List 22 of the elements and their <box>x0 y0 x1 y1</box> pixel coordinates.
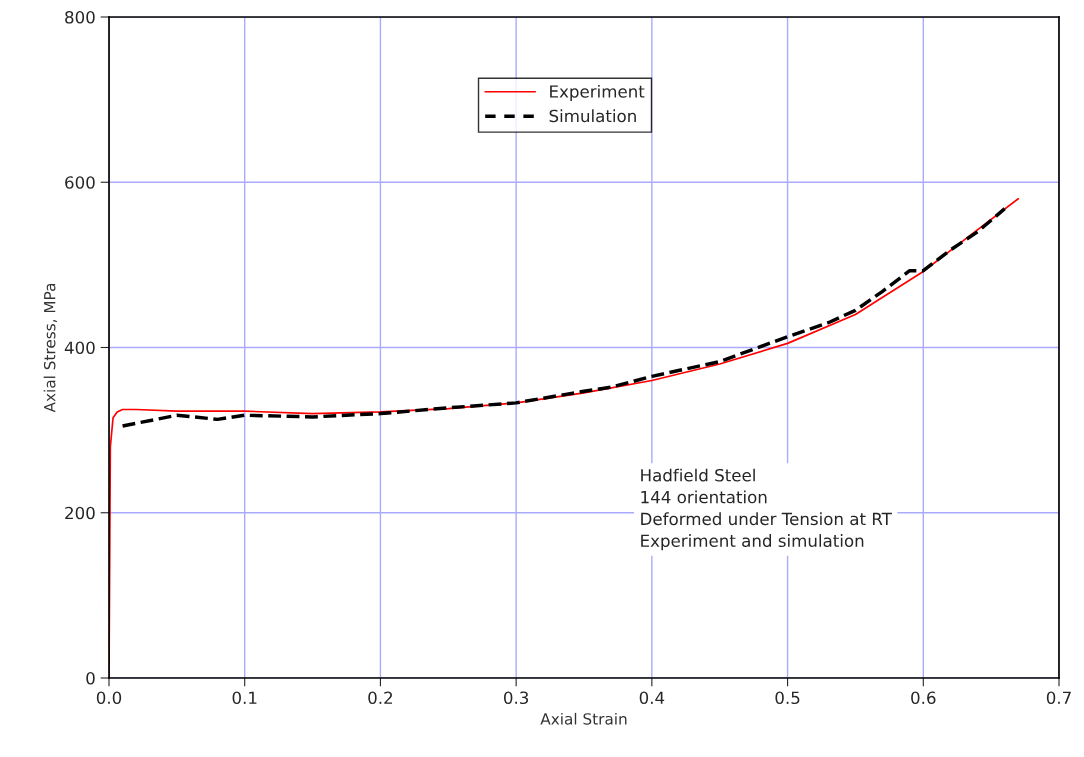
x-tick-label: 0.3 <box>503 691 529 705</box>
y-tick-label: 200 <box>65 506 95 520</box>
x-tick-label: 0.2 <box>368 691 393 705</box>
x-tick-label: 0.6 <box>911 691 936 705</box>
x-axis-title: Axial Strain <box>540 712 627 725</box>
legend-label: Experiment <box>550 84 645 102</box>
y-axis-title: Axial Stress, MPa <box>43 283 58 413</box>
y-tick-label: 800 <box>65 10 95 24</box>
legend-label: Simulation <box>549 109 636 123</box>
y-tick-label: 400 <box>64 341 95 355</box>
annotation: 144 orientation <box>641 490 767 504</box>
y-tick-label: 0 <box>86 671 95 685</box>
x-tick-label: 0.1 <box>232 691 257 705</box>
annotation: Hadfield Steel <box>641 468 755 482</box>
x-tick-label: 0.4 <box>639 691 665 705</box>
line-series <box>120 206 1007 428</box>
x-tick-label: 0.0 <box>96 691 122 705</box>
annotation: Deformed under Tension at RT <box>641 512 892 526</box>
x-tick-label: 0.7 <box>1046 691 1071 705</box>
x-tick-label: 0.5 <box>775 691 800 705</box>
y-tick-label: 600 <box>65 176 95 189</box>
annotation: Experiment and simulation <box>641 534 864 551</box>
